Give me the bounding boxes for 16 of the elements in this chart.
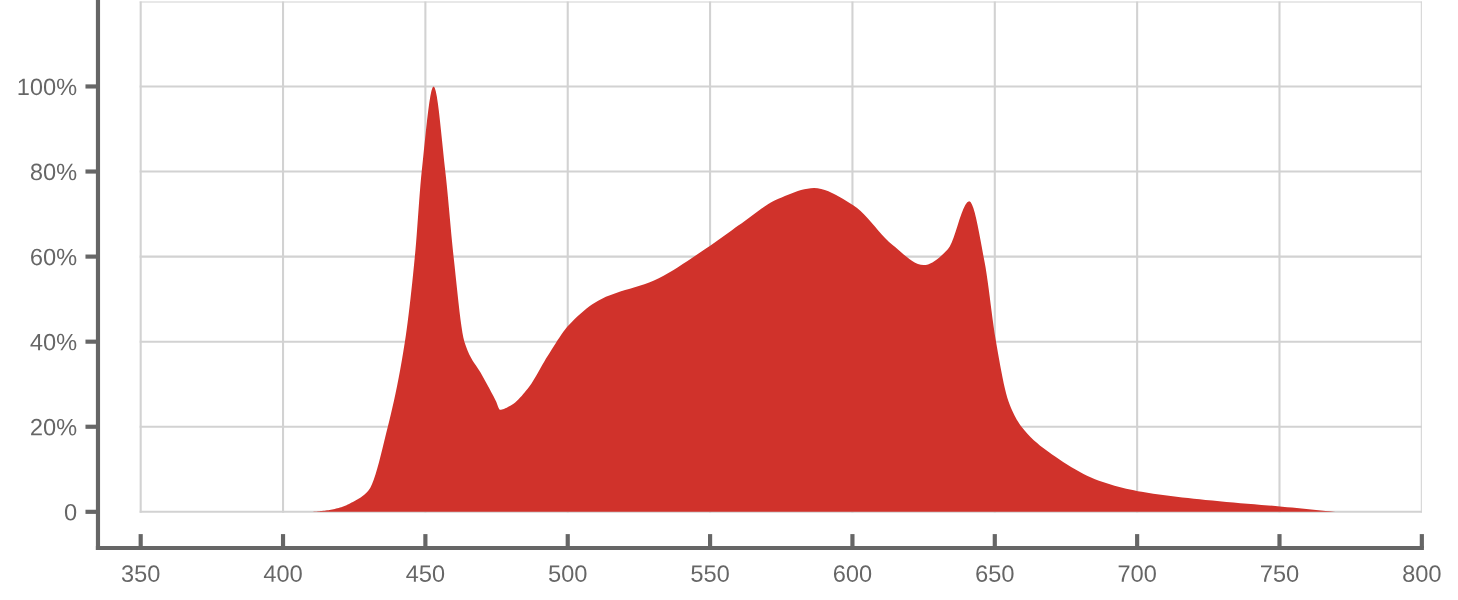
x-tick-label: 800 bbox=[1403, 565, 1441, 582]
x-tick-label: 600 bbox=[833, 565, 872, 582]
x-tick-label: 500 bbox=[548, 565, 587, 582]
y-tick-label: 0 bbox=[64, 503, 77, 521]
x-tick-label: 550 bbox=[691, 565, 729, 582]
y-tick-label: 100% bbox=[18, 78, 77, 96]
y-tick-label: 60% bbox=[31, 248, 77, 266]
x-tick-label: 400 bbox=[263, 565, 302, 582]
x-tick-label: 700 bbox=[1118, 565, 1156, 582]
x-tick-label: 450 bbox=[406, 565, 445, 582]
y-tick-label: 80% bbox=[30, 163, 77, 181]
y-tick-label: 20% bbox=[31, 418, 77, 436]
x-tick-label: 350 bbox=[121, 565, 160, 582]
x-tick-label: 750 bbox=[1261, 565, 1299, 582]
x-tick-label: 650 bbox=[976, 565, 1014, 582]
y-tick-label: 40% bbox=[30, 333, 77, 351]
